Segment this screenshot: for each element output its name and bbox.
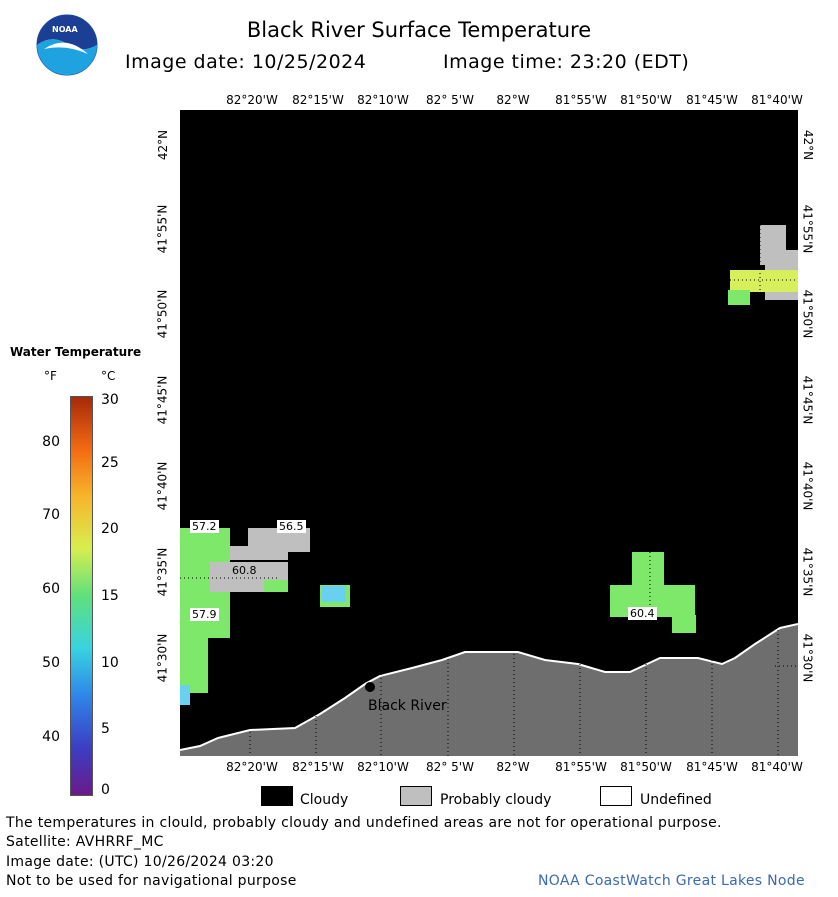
- lat-label-left: 42°N: [156, 129, 171, 161]
- unit-fahrenheit: °F: [44, 369, 57, 383]
- lon-label-bottom: 82°15'W: [292, 760, 344, 774]
- probably-cloudy-label: Probably cloudy: [440, 792, 552, 808]
- lon-label-bottom: 82°W: [496, 760, 530, 774]
- probably-cloudy-area: [230, 546, 288, 560]
- water-area: [180, 638, 208, 693]
- tick-celsius: 10: [101, 655, 119, 671]
- lon-label-top: 81°50'W: [620, 93, 672, 107]
- utc-date-text: Image date: (UTC) 10/26/2024 03:20: [6, 854, 274, 870]
- lon-label-bottom: 81°45'W: [686, 760, 738, 774]
- lon-label-top: 82°10'W: [357, 93, 409, 107]
- lat-label-left: 41°55'N: [155, 204, 170, 254]
- cloudy-swatch: [261, 786, 293, 806]
- tick-celsius: 30: [101, 392, 119, 408]
- lat-label-right: 41°55'N: [800, 204, 815, 254]
- water-area: [730, 270, 798, 292]
- tick-celsius: 5: [101, 721, 110, 737]
- water-area: [672, 615, 696, 633]
- probably-cloudy-swatch: [400, 786, 432, 806]
- land-area: [180, 624, 798, 756]
- image-time: Image time: 23:20 (EDT): [443, 51, 690, 73]
- water-area: [632, 552, 664, 587]
- tick-celsius: 0: [101, 782, 110, 798]
- lon-label-bottom: 82° 5'W: [426, 760, 474, 774]
- undefined-label: Undefined: [640, 792, 712, 808]
- lat-label-left: 41°35'N: [155, 547, 170, 597]
- noaa-logo: NOAA: [36, 14, 98, 76]
- legend-title: Water Temperature: [10, 345, 142, 359]
- temperature-label: 56.5: [277, 520, 306, 533]
- lat-label-left: 41°50'N: [155, 289, 170, 339]
- lon-label-top: 82°15'W: [292, 93, 344, 107]
- lon-label-bottom: 81°40'W: [751, 760, 803, 774]
- tick-celsius: 25: [101, 455, 119, 471]
- black-river-marker: [365, 682, 375, 692]
- water-area: [264, 580, 288, 592]
- lon-label-top: 82°20'W: [226, 93, 278, 107]
- water-area: [728, 290, 750, 305]
- satellite-text: Satellite: AVHRRF_MC: [6, 834, 164, 850]
- lon-label-top: 82°W: [496, 93, 530, 107]
- navigation-warning: Not to be used for navigational purpose: [6, 873, 297, 889]
- credit-text: NOAA CoastWatch Great Lakes Node: [538, 873, 805, 889]
- location-label: Black River: [368, 698, 447, 714]
- lat-label-right: 41°45'N: [800, 375, 815, 425]
- lat-label-left: 41°40'N: [155, 461, 170, 511]
- tick-celsius: 15: [101, 588, 119, 604]
- lat-label-right: 41°40'N: [800, 461, 815, 511]
- disclaimer-text: The temperatures in clould, probably clo…: [6, 815, 722, 831]
- chart-title: Black River Surface Temperature: [246, 18, 592, 42]
- lat-label-right: 41°35'N: [800, 547, 815, 597]
- lon-label-top: 81°45'W: [686, 93, 738, 107]
- lon-label-top: 81°40'W: [751, 93, 803, 107]
- temperature-label: 57.9: [190, 608, 219, 621]
- tick-fahrenheit: 40: [42, 729, 60, 745]
- tick-celsius: 20: [101, 521, 119, 537]
- tick-fahrenheit: 60: [42, 581, 60, 597]
- tick-fahrenheit: 50: [42, 655, 60, 671]
- noaa-logo-text: NOAA: [52, 25, 78, 34]
- color-scale: [70, 396, 93, 796]
- lon-label-bottom: 82°20'W: [226, 760, 278, 774]
- lat-label-left: 41°45'N: [155, 375, 170, 425]
- water-area: [322, 586, 346, 602]
- temperature-label: 60.4: [628, 607, 657, 620]
- lat-label-right: 42°N: [801, 129, 816, 161]
- undefined-swatch: [600, 786, 632, 806]
- image-date: Image date: 10/25/2024: [125, 51, 367, 73]
- lon-label-bottom: 81°50'W: [620, 760, 672, 774]
- water-area: [180, 685, 190, 705]
- lat-label-right: 41°50'N: [800, 289, 815, 339]
- unit-celsius: °C: [101, 369, 116, 383]
- tick-fahrenheit: 80: [42, 434, 60, 450]
- lon-label-bottom: 81°55'W: [555, 760, 607, 774]
- map-graphic: [180, 110, 798, 756]
- lat-label-right: 41°30'N: [800, 633, 815, 683]
- coastline: [180, 623, 798, 751]
- temperature-map: 57.2 56.5 60.8 57.9 60.4 Black River: [180, 110, 798, 756]
- tick-fahrenheit: 70: [42, 507, 60, 523]
- temperature-label: 60.8: [232, 564, 257, 577]
- lon-label-top: 81°55'W: [555, 93, 607, 107]
- lat-label-left: 41°30'N: [155, 633, 170, 683]
- temperature-label: 57.2: [190, 520, 219, 533]
- cloudy-label: Cloudy: [300, 792, 349, 808]
- lon-label-bottom: 82°10'W: [357, 760, 409, 774]
- lon-label-top: 82° 5'W: [426, 93, 474, 107]
